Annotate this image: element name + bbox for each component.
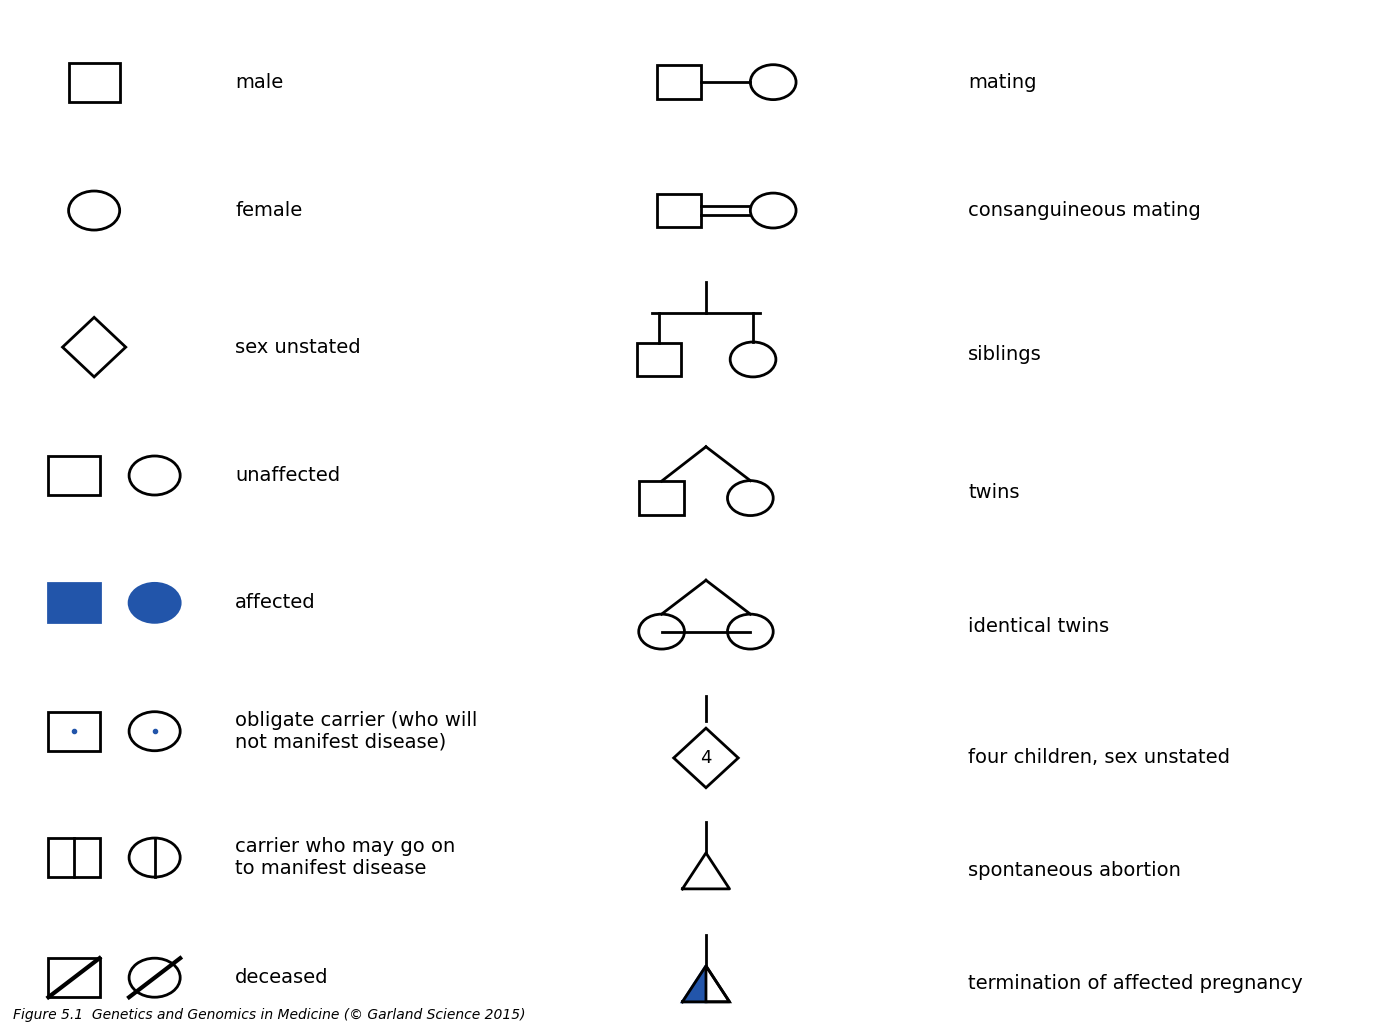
Bar (69, 63, 120, 102)
Circle shape (130, 456, 181, 495)
Circle shape (130, 838, 181, 877)
Bar (48, 456, 99, 495)
Text: identical twins: identical twins (969, 617, 1110, 636)
Text: deceased: deceased (236, 968, 328, 987)
Text: twins: twins (969, 484, 1020, 502)
Bar (48, 583, 99, 622)
Text: spontaneous abortion: spontaneous abortion (969, 862, 1181, 880)
Circle shape (751, 193, 796, 228)
Polygon shape (62, 317, 126, 377)
Text: obligate carrier (who will
not manifest disease): obligate carrier (who will not manifest … (236, 711, 477, 752)
Text: 4: 4 (700, 749, 712, 767)
Text: carrier who may go on
to manifest disease: carrier who may go on to manifest diseas… (236, 837, 455, 878)
Text: male: male (236, 73, 283, 91)
Bar (48, 712, 99, 751)
Text: four children, sex unstated: four children, sex unstated (969, 749, 1230, 767)
Circle shape (730, 342, 776, 377)
Circle shape (727, 614, 773, 649)
Circle shape (639, 614, 684, 649)
Circle shape (130, 583, 181, 622)
Bar (639, 481, 683, 516)
Text: unaffected: unaffected (236, 466, 341, 485)
Text: termination of affected pregnancy: termination of affected pregnancy (969, 975, 1303, 993)
Text: consanguineous mating: consanguineous mating (969, 201, 1201, 220)
Bar (657, 65, 701, 99)
Polygon shape (707, 965, 730, 1002)
Text: sex unstated: sex unstated (236, 338, 362, 356)
Text: female: female (236, 201, 302, 220)
Circle shape (69, 191, 120, 230)
Bar (48, 838, 99, 877)
Bar (657, 193, 701, 227)
Polygon shape (673, 728, 738, 788)
Circle shape (130, 712, 181, 751)
Circle shape (130, 958, 181, 997)
Polygon shape (683, 965, 707, 1002)
Text: affected: affected (236, 594, 316, 612)
Bar (48, 958, 99, 997)
Text: mating: mating (969, 73, 1036, 91)
Bar (636, 342, 682, 376)
Text: Figure 5.1  Genetics and Genomics in Medicine (© Garland Science 2015): Figure 5.1 Genetics and Genomics in Medi… (14, 1007, 526, 1022)
Circle shape (727, 481, 773, 516)
Text: siblings: siblings (969, 345, 1042, 364)
Circle shape (751, 65, 796, 100)
